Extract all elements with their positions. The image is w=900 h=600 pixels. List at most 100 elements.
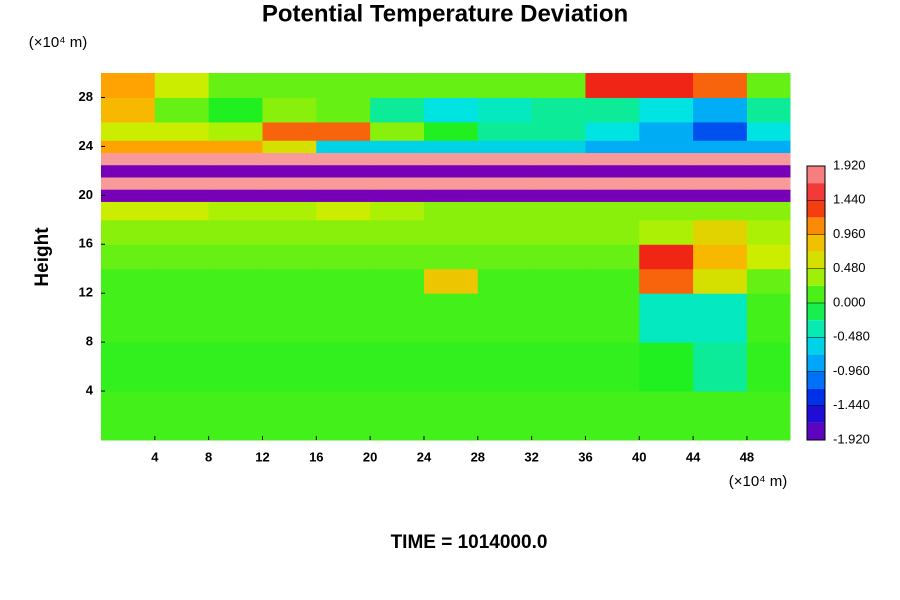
x-tick-label: 36	[578, 449, 592, 464]
heatmap-cell	[370, 268, 425, 294]
chart-title: Potential Temperature Deviation	[262, 0, 628, 27]
heatmap-cell	[746, 219, 791, 245]
x-tick-label: 32	[524, 449, 538, 464]
y-axis-label: Height	[32, 227, 53, 287]
heatmap-cell	[370, 201, 425, 221]
heatmap-cell	[477, 244, 533, 270]
heatmap-cell	[531, 244, 586, 270]
heatmap-cell	[693, 219, 748, 245]
heatmap-cell	[531, 219, 586, 245]
heatmap-cell	[208, 189, 263, 202]
heatmap-cell	[208, 73, 263, 98]
heatmap-cell	[531, 140, 586, 154]
heatmap-cell	[477, 152, 533, 166]
heatmap-cell	[101, 189, 156, 202]
heatmap-cell	[154, 164, 210, 178]
heatmap-cell	[423, 164, 479, 178]
y-tick-label: 16	[79, 236, 93, 251]
heatmap-cell	[746, 73, 791, 98]
heatmap-cell	[101, 73, 156, 98]
heatmap-cell	[316, 121, 371, 141]
colorbar-tick-label: 1.440	[833, 192, 866, 207]
heatmap-cell	[639, 164, 694, 178]
heatmap-cell	[693, 97, 748, 123]
heatmap-cell	[639, 140, 694, 154]
heatmap-cell	[208, 342, 263, 392]
heatmap-cell	[693, 164, 748, 178]
heatmap-cell	[746, 189, 791, 202]
heatmap-cell	[585, 164, 640, 178]
heatmap-cell	[423, 219, 479, 245]
heatmap-cell	[101, 391, 156, 441]
heatmap-cell	[262, 391, 317, 441]
y-tick-label: 24	[79, 138, 94, 153]
heatmap-cell	[154, 219, 210, 245]
heatmap-cell	[531, 293, 586, 343]
colorbar-band	[807, 285, 825, 303]
heatmap-cell	[101, 121, 156, 141]
heatmap-cell	[477, 140, 533, 154]
heatmap-cell	[477, 176, 533, 190]
heatmap-cell	[531, 152, 586, 166]
heatmap-cell	[154, 97, 210, 123]
heatmap-cell	[262, 152, 317, 166]
colorbar-band	[807, 388, 825, 406]
heatmap-cell	[585, 244, 640, 270]
heatmap-cell	[693, 201, 748, 221]
colorbar-band	[807, 371, 825, 389]
colorbar-tick-label: 0.000	[833, 294, 866, 309]
heatmap-cell	[477, 219, 533, 245]
heatmap-cell	[585, 176, 640, 190]
heatmap-cell	[154, 152, 210, 166]
heatmap-cell	[423, 391, 479, 441]
heatmap-cell	[423, 140, 479, 154]
heatmap-cell	[316, 219, 371, 245]
heatmap-cell	[693, 391, 748, 441]
heatmap-cell	[370, 121, 425, 141]
heatmap-cell	[639, 293, 694, 343]
heatmap-cell	[370, 73, 425, 98]
x-tick-label: 48	[740, 449, 754, 464]
heatmap-cell	[746, 201, 791, 221]
heatmap-cell	[477, 391, 533, 441]
heatmap-cell	[101, 268, 156, 294]
heatmap-cell	[531, 164, 586, 178]
heatmap-cell	[423, 201, 479, 221]
heatmap-cell	[639, 73, 694, 98]
heatmap-cell	[262, 293, 317, 343]
footer: TIME = 1014000.0	[391, 532, 548, 553]
heatmap-cell	[316, 140, 371, 154]
heatmap-cell	[585, 97, 640, 123]
heatmap-cell	[531, 73, 586, 98]
heatmap-cell	[693, 342, 748, 392]
heatmap-cell	[154, 176, 210, 190]
heatmap-cell	[746, 140, 791, 154]
heatmap-cell	[370, 140, 425, 154]
heatmap-cell	[208, 97, 263, 123]
colorbar-band	[807, 251, 825, 269]
heatmap-cell	[101, 201, 156, 221]
heatmap-cell	[370, 244, 425, 270]
x-tick-label: 16	[309, 449, 323, 464]
heatmap-cell	[531, 268, 586, 294]
heatmap-cell	[101, 342, 156, 392]
heatmap-cell	[262, 97, 317, 123]
colorbar-band	[807, 303, 825, 321]
heatmap-cell	[208, 219, 263, 245]
heatmap-cell	[477, 342, 533, 392]
y-tick-label: 8	[86, 334, 93, 349]
x-unit: (×10⁴ m)	[729, 473, 788, 490]
heatmap-cell	[639, 152, 694, 166]
heatmap-cell	[639, 189, 694, 202]
heatmap-cell	[316, 176, 371, 190]
heatmap-cell	[693, 293, 748, 343]
heatmap-cell	[746, 268, 791, 294]
heatmap-cell	[101, 164, 156, 178]
heatmap-cell	[154, 293, 210, 343]
heatmap-cell	[154, 268, 210, 294]
heatmap-cell	[154, 140, 210, 154]
heatmap-cell	[370, 391, 425, 441]
colorbar-band	[807, 217, 825, 235]
colorbar-band	[807, 166, 825, 184]
heatmap-cell	[316, 391, 371, 441]
